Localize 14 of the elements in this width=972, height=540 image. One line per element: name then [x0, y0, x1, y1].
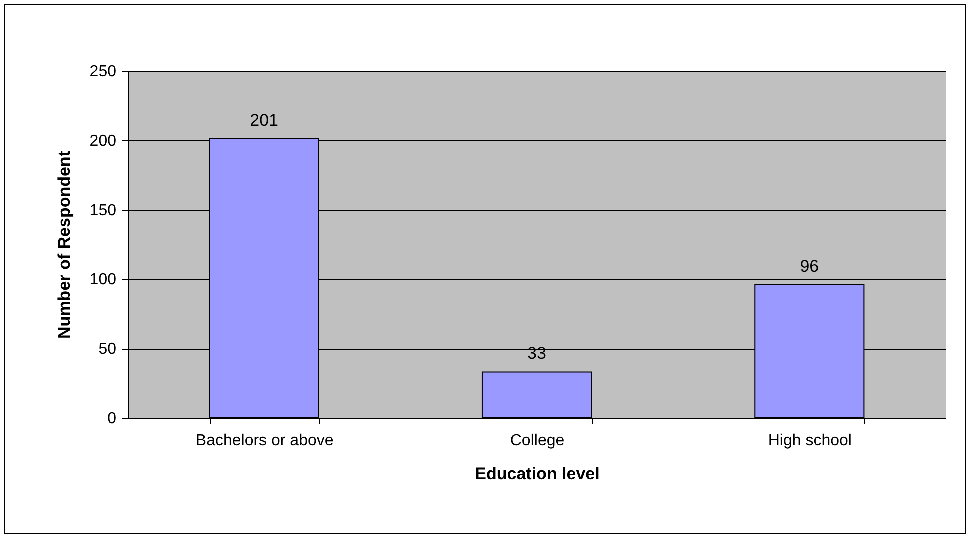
- y-tick-label: 200: [90, 132, 117, 150]
- data-label: 201: [250, 111, 279, 130]
- y-axis-title: Number of Respondent: [54, 150, 74, 339]
- x-axis-title: Education level: [475, 464, 600, 484]
- bar: [482, 372, 592, 418]
- y-tick-label: 150: [90, 202, 117, 220]
- x-tick-label: College: [510, 432, 565, 450]
- x-tick-label: High school: [768, 432, 852, 450]
- y-tick-label: 0: [108, 410, 117, 428]
- y-tick-label: 250: [90, 64, 117, 80]
- data-label: 96: [800, 256, 820, 276]
- y-tick-label: 100: [90, 272, 117, 289]
- x-tick-label: Bachelors or above: [196, 432, 334, 450]
- y-tick-label: 50: [98, 341, 117, 358]
